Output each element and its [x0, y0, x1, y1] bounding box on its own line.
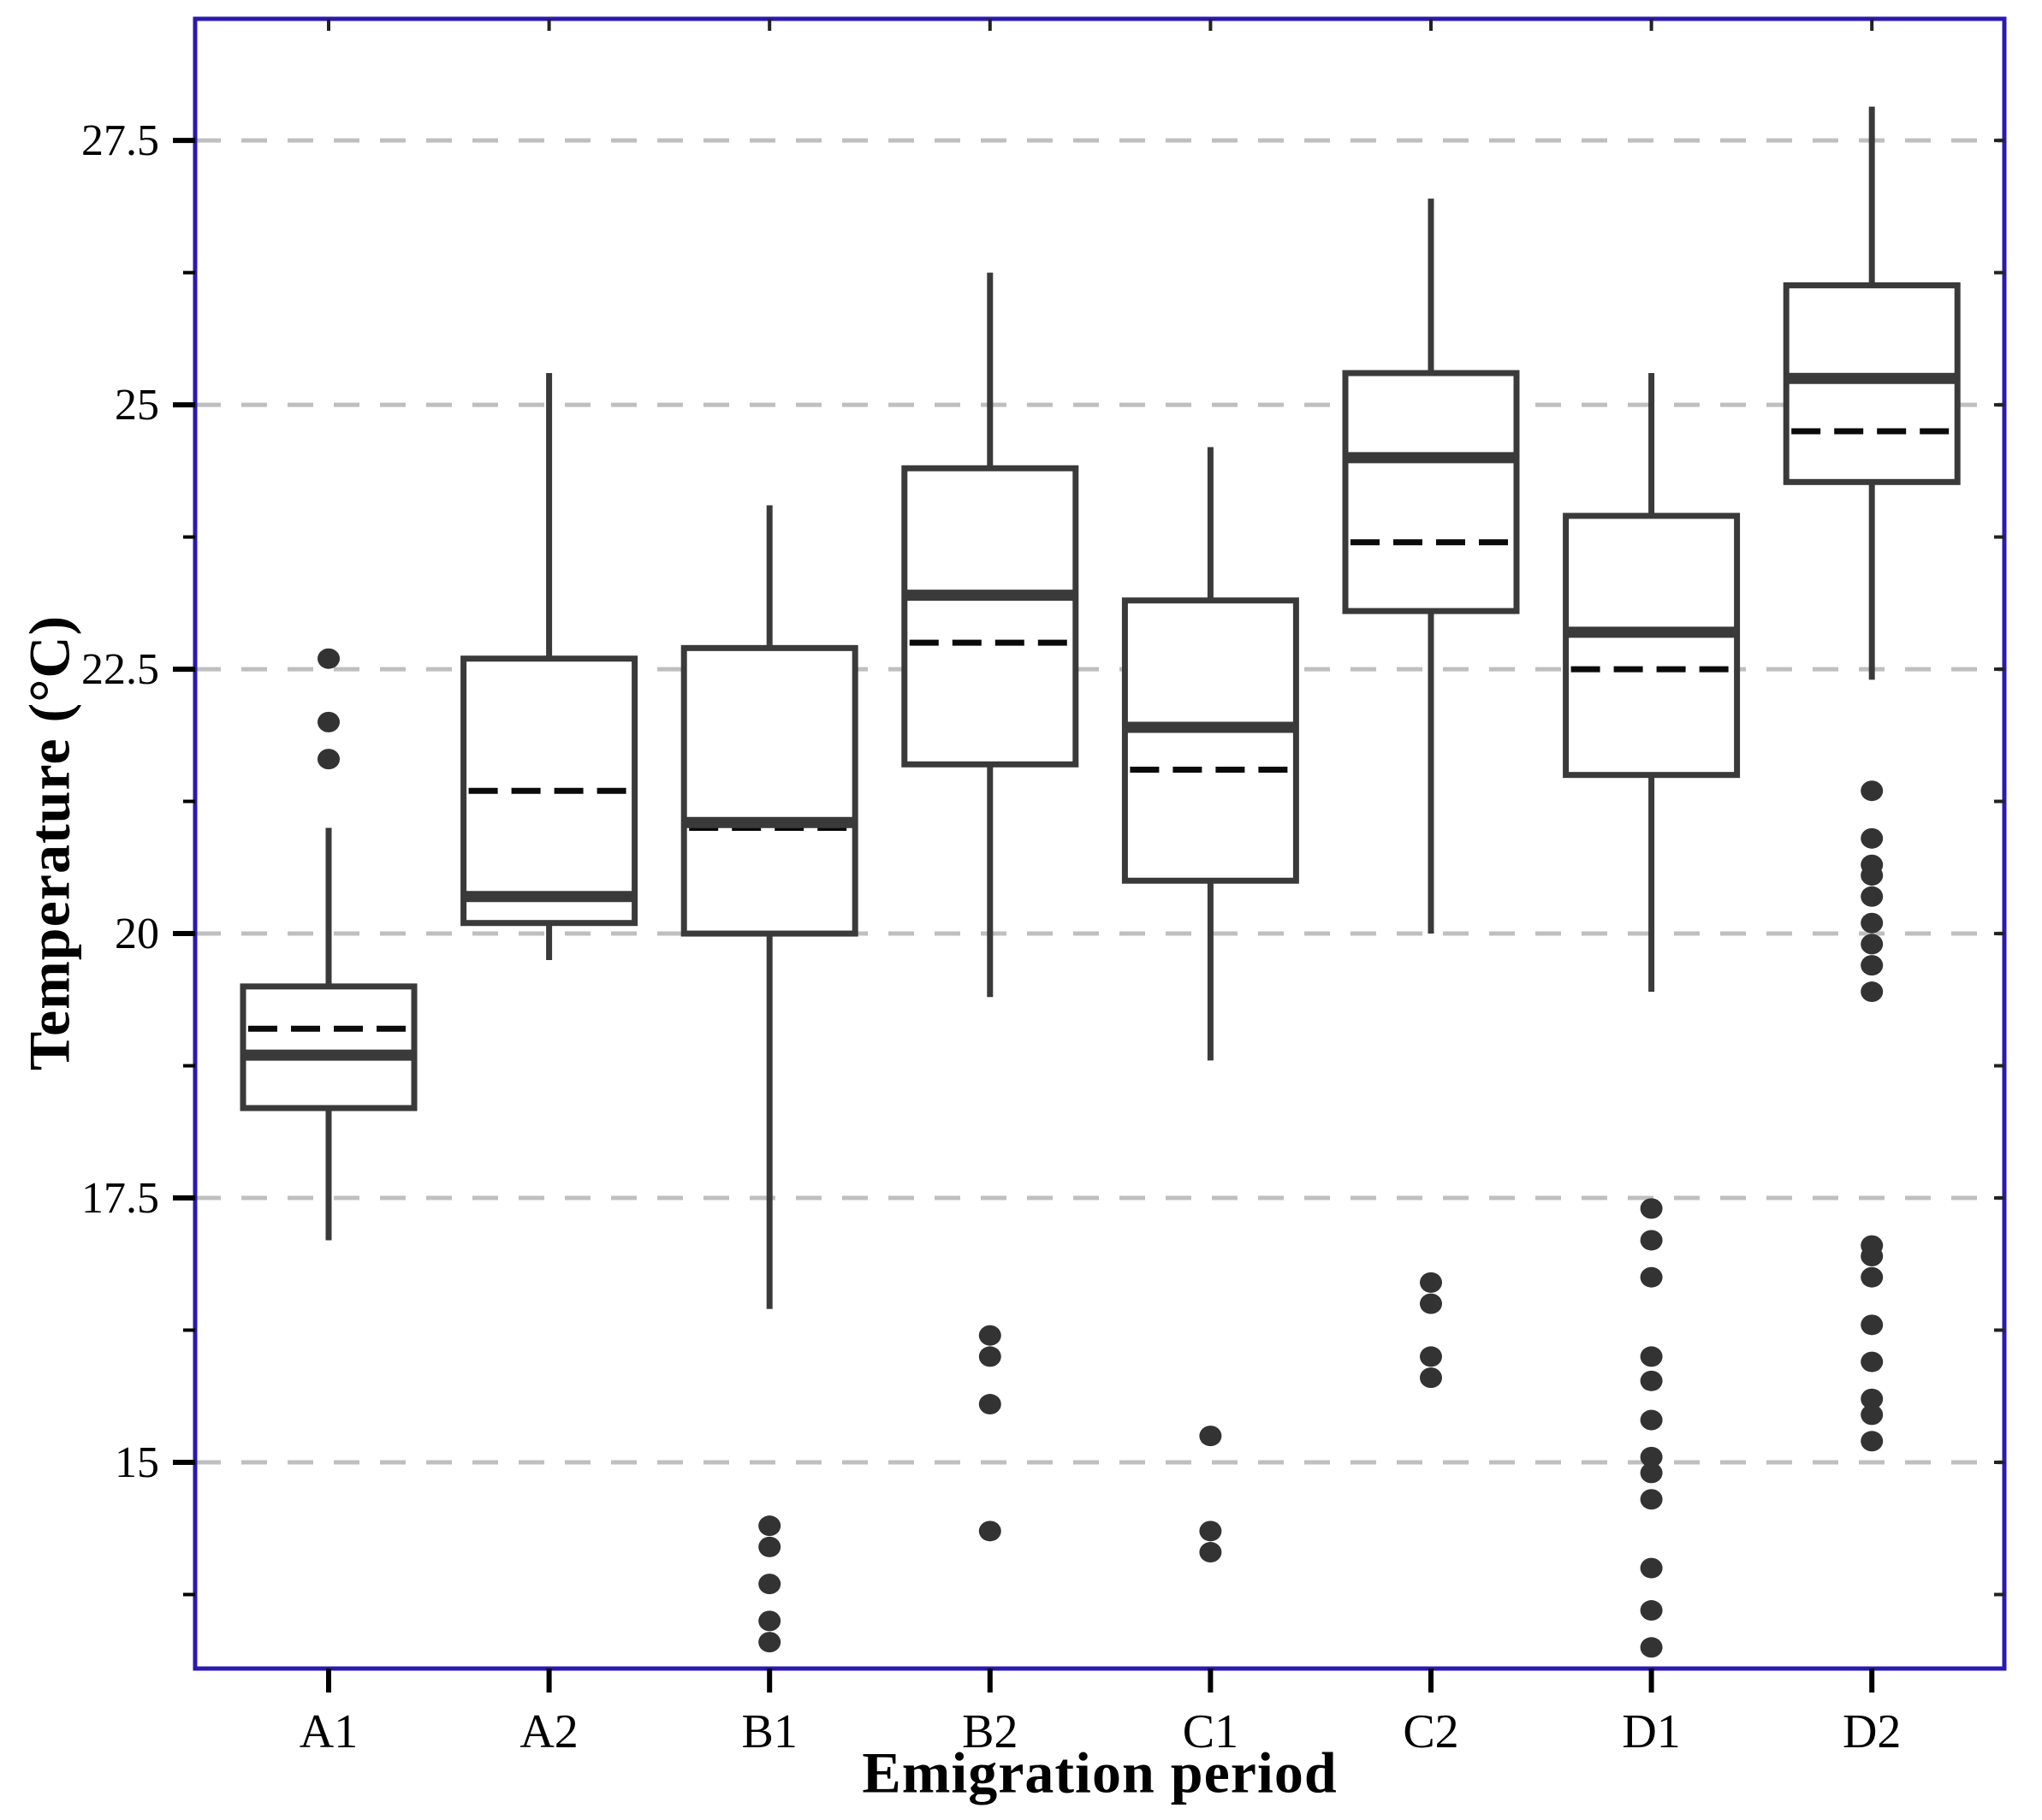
y-tick-label: 27.5 [81, 116, 159, 165]
outlier-dot-B2 [978, 1394, 1001, 1415]
outlier-dot-B1 [758, 1610, 781, 1632]
y-axis-title: Temperature (°C) [16, 614, 82, 1071]
outlier-dot-D2 [1861, 780, 1884, 802]
outlier-dot-D1 [1640, 1489, 1663, 1510]
outlier-dot-C1 [1199, 1426, 1222, 1447]
outlier-dot-D1 [1640, 1230, 1663, 1251]
outlier-dot-C1 [1199, 1521, 1222, 1542]
outlier-dot-D2 [1861, 886, 1884, 907]
y-tick-label: 17.5 [81, 1174, 159, 1223]
outlier-dot-D2 [1861, 827, 1884, 849]
y-tick-label: 20 [115, 910, 159, 958]
outlier-dot-D2 [1861, 934, 1884, 955]
outlier-dot-D2 [1861, 1431, 1884, 1452]
box-C1 [1121, 597, 1299, 884]
outlier-dot-D1 [1640, 1446, 1663, 1467]
outlier-dot-D2 [1861, 981, 1884, 1003]
x-tick-label: C1 [1183, 1705, 1238, 1758]
outlier-dot-D2 [1861, 912, 1884, 934]
outlier-dot-D2 [1861, 1404, 1884, 1426]
outlier-dot-B2 [978, 1325, 1001, 1346]
outlier-dot-D1 [1640, 1370, 1663, 1391]
outlier-dot-D1 [1640, 1600, 1663, 1621]
x-tick-label: B2 [962, 1705, 1018, 1758]
outlier-dot-D1 [1640, 1462, 1663, 1484]
outlier-dot-B1 [758, 1515, 781, 1537]
outlier-dot-A1 [318, 749, 340, 770]
outlier-dot-C2 [1420, 1367, 1442, 1389]
y-tick-label: 15 [115, 1438, 159, 1487]
outlier-dot-A1 [318, 648, 340, 669]
box-C2 [1342, 370, 1520, 614]
outlier-dot-D1 [1640, 1637, 1663, 1658]
x-tick-label: C2 [1403, 1705, 1458, 1758]
y-tick-label: 22.5 [81, 645, 159, 694]
outlier-dot-D2 [1861, 1266, 1884, 1288]
x-tick-label: A1 [300, 1705, 358, 1758]
x-tick-label: D2 [1843, 1705, 1901, 1758]
box-D1 [1563, 513, 1741, 779]
box-B1 [680, 644, 858, 937]
outlier-dot-B2 [978, 1346, 1001, 1367]
outlier-dot-A1 [318, 711, 340, 732]
box-B2 [901, 465, 1079, 768]
outlier-dot-D2 [1861, 955, 1884, 976]
x-tick-label: D1 [1622, 1705, 1680, 1758]
x-tick-label: A2 [519, 1705, 578, 1758]
outlier-dot-D2 [1861, 1314, 1884, 1336]
outlier-dot-D2 [1861, 865, 1884, 886]
outlier-dot-C2 [1420, 1272, 1442, 1293]
box-A1 [240, 983, 418, 1112]
outlier-dot-D2 [1861, 1351, 1884, 1372]
y-tick-label: 25 [115, 381, 159, 430]
outlier-dot-D1 [1640, 1557, 1663, 1579]
outlier-dot-D2 [1861, 1246, 1884, 1266]
outlier-dot-B1 [758, 1632, 781, 1653]
x-tick-label: B1 [742, 1705, 798, 1758]
outlier-dot-D1 [1640, 1409, 1663, 1431]
outlier-dot-C2 [1420, 1346, 1442, 1367]
outlier-dot-D2 [1861, 1388, 1884, 1409]
outlier-dot-D1 [1640, 1266, 1663, 1288]
outlier-dot-B2 [978, 1521, 1001, 1542]
x-axis-title: Emigration period [862, 1740, 1338, 1805]
plot-border [193, 16, 2007, 1671]
outlier-dot-D1 [1640, 1346, 1663, 1367]
outlier-dot-B1 [758, 1574, 781, 1595]
outlier-dot-D1 [1640, 1198, 1663, 1219]
outlier-dot-C1 [1199, 1542, 1222, 1563]
outlier-dot-B1 [758, 1536, 781, 1557]
outlier-dot-C2 [1420, 1293, 1442, 1314]
